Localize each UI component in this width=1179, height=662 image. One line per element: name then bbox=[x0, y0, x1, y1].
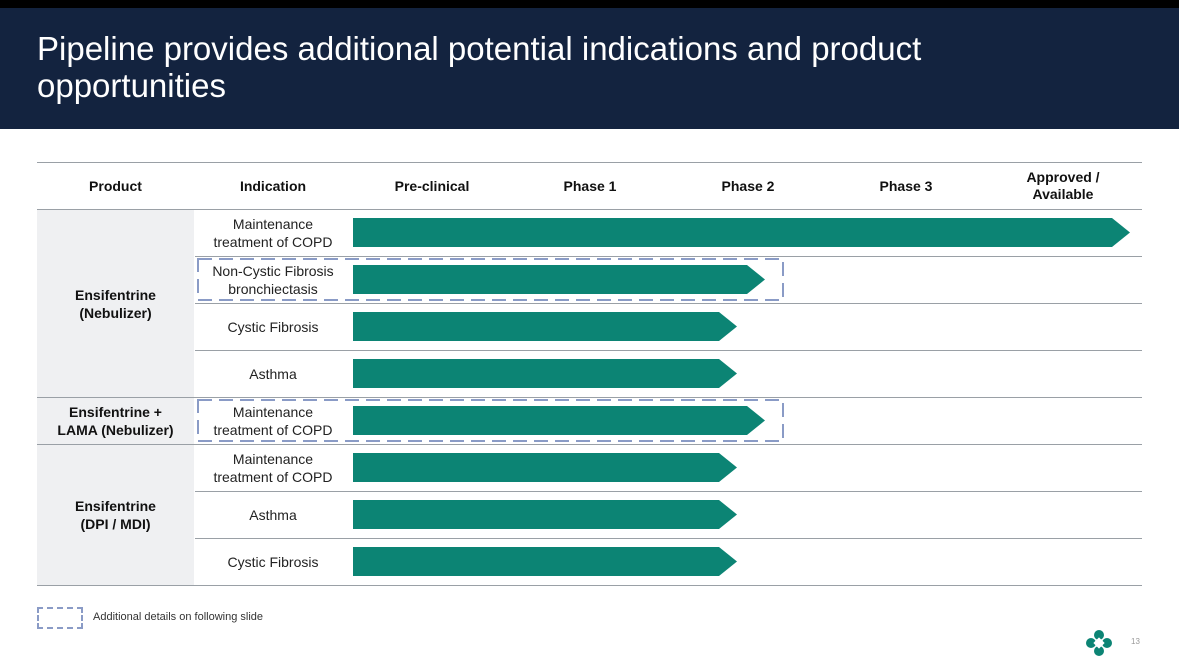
additional-details-dashed-box bbox=[197, 399, 784, 442]
group-rule bbox=[37, 397, 1142, 398]
indication-cell: Asthma bbox=[195, 492, 351, 538]
dashed-legend-swatch bbox=[37, 607, 83, 629]
progress-arrow bbox=[353, 406, 765, 435]
pipeline-table: Product Indication Pre-clinical Phase 1 … bbox=[37, 162, 1142, 586]
product-ensifentrine-nebulizer: Ensifentrine (Nebulizer) bbox=[37, 210, 194, 397]
table-top-rule bbox=[37, 162, 1142, 163]
indication-text: Asthma bbox=[249, 507, 297, 523]
col-header-phase1: Phase 1 bbox=[563, 177, 617, 194]
indication-cell: Cystic Fibrosis bbox=[195, 539, 351, 585]
col-header-phase3: Phase 3 bbox=[879, 177, 933, 194]
company-logo-icon bbox=[1086, 630, 1112, 656]
legend-text: Additional details on following slide bbox=[93, 611, 263, 623]
product-ensifentrine-lama: Ensifentrine + LAMA (Nebulizer) bbox=[37, 398, 194, 444]
indication-cell: Maintenance treatment of COPD bbox=[195, 445, 351, 491]
indication-cell: Cystic Fibrosis bbox=[195, 304, 351, 350]
row-rule bbox=[195, 350, 1142, 351]
progress-arrow bbox=[353, 547, 737, 576]
indication-cell: Maintenance treatment of COPD bbox=[195, 398, 351, 444]
col-header-phase2: Phase 2 bbox=[721, 177, 775, 194]
indication-text: Non-Cystic Fibrosis bronchiectasis bbox=[212, 263, 334, 297]
progress-arrow bbox=[353, 500, 737, 529]
product-name: Ensifentrine + LAMA (Nebulizer) bbox=[57, 404, 174, 438]
product-ensifentrine-dpi-mdi: Ensifentrine (DPI / MDI) bbox=[37, 445, 194, 585]
indication-text: Asthma bbox=[249, 366, 297, 382]
row-rule bbox=[195, 491, 1142, 492]
progress-arrows bbox=[197, 218, 1130, 576]
row-rule bbox=[195, 256, 1142, 257]
progress-arrow bbox=[353, 359, 737, 388]
indication-cell: Asthma bbox=[195, 351, 351, 397]
table-bottom-rule bbox=[37, 585, 1142, 586]
col-header-approved: Approved / Available bbox=[1026, 169, 1100, 202]
col-header-indication: Indication bbox=[239, 177, 307, 194]
group-rule bbox=[37, 444, 1142, 445]
indication-text: Cystic Fibrosis bbox=[227, 554, 319, 570]
additional-details-dashed-box bbox=[197, 258, 784, 301]
header-rule bbox=[37, 209, 1142, 210]
indication-text: Maintenance treatment of COPD bbox=[213, 216, 333, 250]
top-black-strip bbox=[0, 0, 1179, 8]
slide-header: Pipeline provides additional potential i… bbox=[0, 8, 1179, 129]
progress-arrow bbox=[353, 453, 737, 482]
row-rule bbox=[195, 538, 1142, 539]
indication-text: Cystic Fibrosis bbox=[227, 319, 319, 335]
row-rule bbox=[195, 303, 1142, 304]
col-header-preclinical: Pre-clinical bbox=[394, 177, 470, 194]
product-name: Ensifentrine (DPI / MDI) bbox=[75, 498, 156, 532]
indication-cell: Non-Cystic Fibrosis bronchiectasis bbox=[195, 257, 351, 303]
col-header-product: Product bbox=[89, 177, 142, 194]
indication-text: Maintenance treatment of COPD bbox=[213, 404, 333, 438]
indication-text: Maintenance treatment of COPD bbox=[213, 451, 333, 485]
progress-arrow bbox=[353, 265, 765, 294]
slide-title: Pipeline provides additional potential i… bbox=[37, 30, 922, 104]
page-number: 13 bbox=[1131, 637, 1140, 646]
indication-cell: Maintenance treatment of COPD bbox=[195, 210, 351, 256]
progress-arrow bbox=[353, 312, 737, 341]
product-name: Ensifentrine (Nebulizer) bbox=[75, 286, 156, 321]
progress-arrow bbox=[353, 218, 1130, 247]
